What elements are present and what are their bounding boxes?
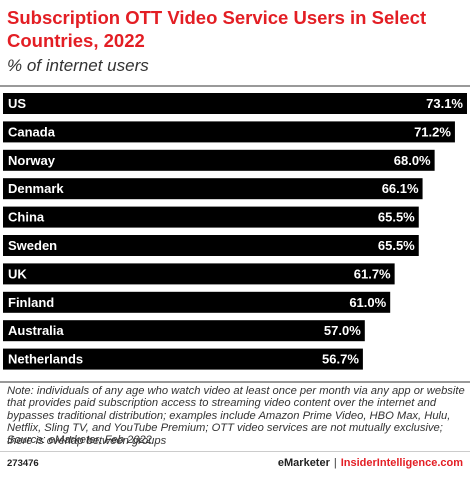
bar-china [3, 206, 419, 228]
category-label: US [8, 96, 26, 111]
footer-brand: eMarketer | InsiderIntelligence.com [278, 457, 463, 469]
footer-divider [0, 451, 470, 452]
value-label: 66.1% [382, 181, 419, 196]
category-label: Netherlands [8, 352, 83, 367]
bar-canada [3, 121, 455, 143]
chart-source: Source: eMarketer, Feb 2022 [7, 434, 152, 446]
top-divider [0, 85, 470, 87]
bar-denmark [3, 178, 423, 200]
value-label: 71.2% [414, 124, 451, 139]
site-link[interactable]: InsiderIntelligence.com [340, 457, 463, 469]
chart-id: 273476 [7, 458, 39, 469]
bar-us [3, 93, 467, 114]
bar-finland [3, 291, 391, 313]
chart-note: Note: individuals of any age who watch v… [7, 385, 465, 447]
category-label: China [8, 210, 45, 225]
category-label: Denmark [8, 181, 64, 196]
category-label: Australia [8, 323, 64, 338]
chart-subtitle: % of internet users [7, 56, 149, 75]
bottom-divider [0, 381, 470, 383]
value-label: 57.0% [324, 323, 361, 338]
bar-norway [3, 149, 435, 171]
value-label: 61.0% [349, 295, 386, 310]
category-label: Finland [8, 295, 54, 310]
value-label: 68.0% [394, 153, 431, 168]
category-label: Canada [8, 124, 56, 139]
category-label: Sweden [8, 238, 57, 253]
value-label: 65.5% [378, 210, 415, 225]
value-label: 65.5% [378, 238, 415, 253]
value-label: 56.7% [322, 352, 359, 367]
bar-uk [3, 263, 395, 285]
value-label: 73.1% [426, 96, 463, 111]
bar-australia [3, 320, 365, 342]
category-label: Norway [8, 153, 56, 168]
value-label: 61.7% [354, 266, 391, 281]
bar-sweden [3, 235, 419, 256]
bar-chart: US 73.1% Canada 71.2% Norway 68.0% Denmark 66.1… [3, 93, 467, 370]
brand-separator: | [333, 457, 337, 469]
brand-name: eMarketer [277, 457, 330, 469]
category-label: UK [8, 266, 27, 281]
bar-netherlands [3, 348, 363, 370]
chart-title: Subscription OTT Video Service Users in … [7, 7, 427, 51]
